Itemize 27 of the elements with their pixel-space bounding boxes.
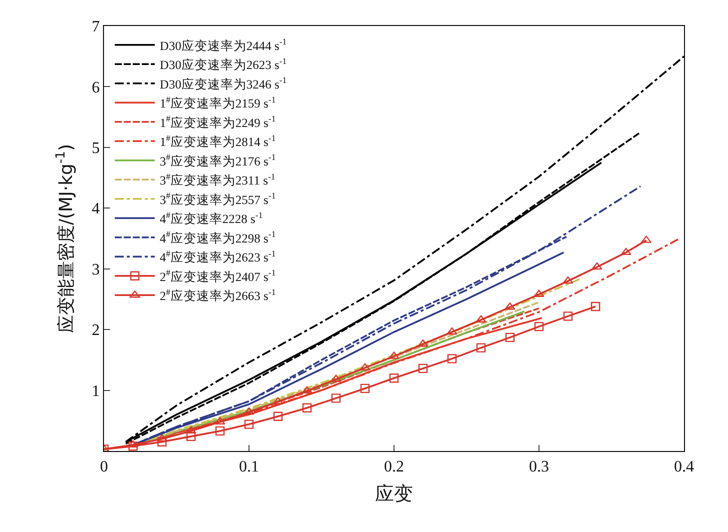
x-tick-label: 0.3	[529, 458, 549, 476]
y-tick-label: 1	[92, 382, 100, 400]
legend-label: 1$^{#}$应变速率为2249 s$^{-1}$	[160, 114, 276, 130]
legend-label: 3$^{#}$应变速率为2176 s$^{-1}$	[160, 152, 276, 168]
y-tick-label: 5	[92, 140, 100, 158]
y-tick-label: 4	[92, 200, 100, 218]
y-tick-label: 2	[92, 322, 100, 340]
x-axis-title: 应变	[375, 483, 413, 506]
legend-label: 4$^{#}$应变速率2228 s$^{-1}$	[160, 210, 263, 226]
legend-label: 1$^{#}$应变速率为2159 s$^{-1}$	[160, 94, 276, 110]
legend-label: 4$^{#}$应变速率为2623 s$^{-1}$	[160, 248, 276, 264]
y-tick-label: 3	[92, 261, 100, 278]
x-tick-label: 0	[100, 458, 108, 476]
legend-label: D30应变速率为2444 s$^{-1}$	[160, 36, 287, 53]
x-tick-label: 0.2	[384, 458, 404, 476]
x-tick-label: 0.4	[674, 458, 694, 476]
legend-label: D30应变速率为2623 s$^{-1}$	[160, 56, 287, 72]
legend-label: 2$^{#}$应变速率为2663 s$^{-1}$	[160, 286, 276, 303]
legend-label: 4$^{#}$应变速率为2298 s$^{-1}$	[160, 229, 276, 246]
y-tick-label: 6	[92, 79, 100, 96]
legend-label: 3$^{#}$应变速率为2557 s$^{-1}$	[160, 190, 276, 207]
legend-label: 1$^{#}$应变速率为2814 s$^{-1}$	[160, 132, 276, 149]
legend-label: 3$^{#}$应变速率为2311 s$^{-1}$	[160, 171, 276, 188]
legend-label: 2$^{#}$应变速率为2407 s$^{-1}$	[160, 268, 276, 284]
legend-label: D30应变速率为3246 s$^{-1}$	[160, 75, 287, 92]
y-tick-label: 7	[92, 18, 100, 36]
x-tick-label: 0.1	[239, 458, 259, 476]
